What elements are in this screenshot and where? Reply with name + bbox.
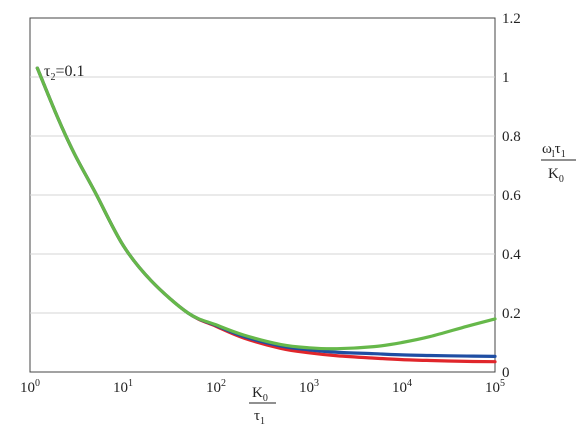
x-tick-label: 105 <box>485 378 505 396</box>
ylabel-numerator-sub: l <box>552 149 555 160</box>
y-tick-label: 0.8 <box>502 129 521 145</box>
x-tick-label: 100 <box>20 378 40 396</box>
svg-text:K0: K0 <box>252 385 268 404</box>
y-tick-label: 0.4 <box>502 247 521 263</box>
svg-text:ωlτ1: ωlτ1 <box>542 141 566 160</box>
y-tick-label: 0 <box>502 365 510 381</box>
series-line-3 <box>35 66 497 351</box>
xlabel-numerator-sub: 0 <box>263 393 268 404</box>
svg-text:K0: K0 <box>548 166 564 185</box>
series-layer <box>35 66 497 364</box>
x-axis-label: K0 τ1 <box>249 385 276 427</box>
annotation-sub: 2 <box>50 72 55 83</box>
annotation-text: =0.1 <box>55 63 84 80</box>
ylabel-numerator-tail-sub: 1 <box>561 149 566 160</box>
x-tick-label: 101 <box>113 378 133 396</box>
x-tick-label: 102 <box>206 378 226 396</box>
y-tick-label: 0.6 <box>502 188 521 204</box>
xlabel-denominator-sub: 1 <box>260 416 265 427</box>
y-axis-label: ωlτ1 K0 <box>541 141 576 185</box>
y-tick-label: 1.2 <box>502 11 521 27</box>
svg-text:τ1: τ1 <box>254 408 265 427</box>
grid <box>30 76 495 314</box>
ylabel-numerator: ω <box>542 141 552 157</box>
y-tick-label: 0.2 <box>502 306 521 322</box>
xlabel-denominator: τ <box>254 408 260 424</box>
annotation-symbol: τ <box>44 63 51 80</box>
xlabel-numerator: K <box>252 385 263 401</box>
x-tick-label: 103 <box>299 378 319 396</box>
series-annotation: τ2=0.1 <box>44 63 84 83</box>
ylabel-denominator: K <box>548 166 559 182</box>
ylabel-numerator-tail: τ <box>555 141 561 157</box>
x-tick-label: 104 <box>392 378 412 396</box>
y-tick-labels: 0 0.2 0.4 0.6 0.8 1 1.2 <box>502 11 521 381</box>
ylabel-denominator-sub: 0 <box>559 174 564 185</box>
x-tick-labels: 100 101 102 103 104 105 <box>20 378 505 396</box>
y-tick-label: 1 <box>502 70 510 86</box>
